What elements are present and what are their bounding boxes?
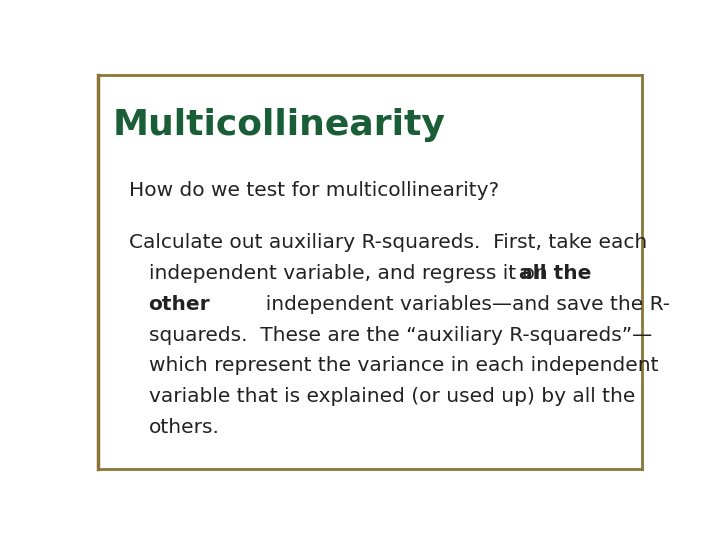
- Text: variable that is explained (or used up) by all the: variable that is explained (or used up) …: [148, 387, 635, 406]
- Text: all the: all the: [519, 264, 592, 283]
- Text: squareds.  These are the “auxiliary R-squareds”—: squareds. These are the “auxiliary R-squ…: [148, 326, 652, 345]
- Text: which represent the variance in each independent: which represent the variance in each ind…: [148, 356, 658, 375]
- Text: Calculate out auxiliary R-squareds.  First, take each: Calculate out auxiliary R-squareds. Firs…: [129, 233, 647, 252]
- Text: independent variable, and regress it on: independent variable, and regress it on: [148, 264, 554, 283]
- Text: independent variables—and save the R-: independent variables—and save the R-: [253, 295, 670, 314]
- Text: other: other: [148, 295, 210, 314]
- Text: How do we test for multicollinearity?: How do we test for multicollinearity?: [129, 181, 499, 200]
- Text: Multicollinearity: Multicollinearity: [112, 109, 445, 143]
- Text: others.: others.: [148, 418, 220, 437]
